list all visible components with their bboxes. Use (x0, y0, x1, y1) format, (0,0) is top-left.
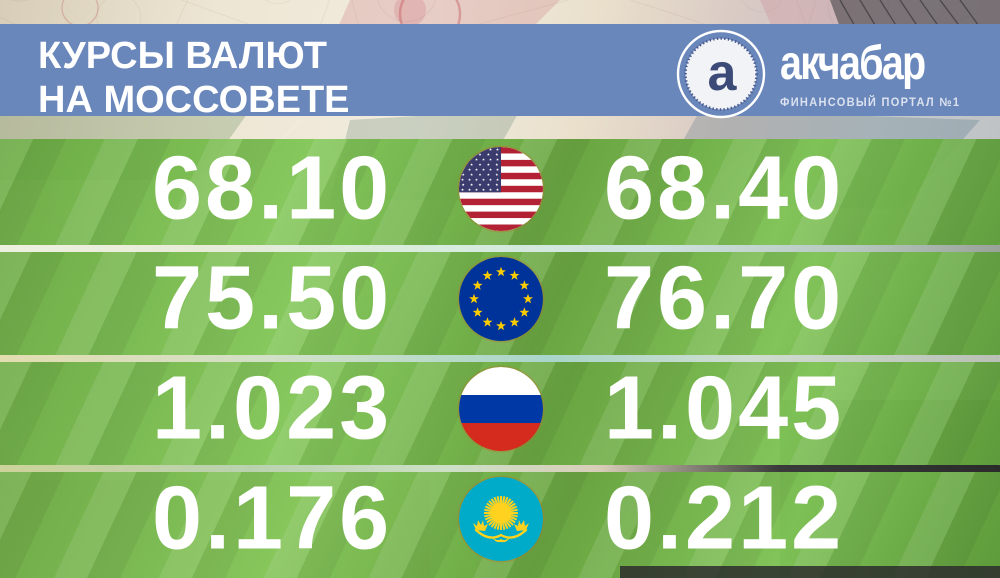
svg-text:a: a (708, 44, 738, 102)
